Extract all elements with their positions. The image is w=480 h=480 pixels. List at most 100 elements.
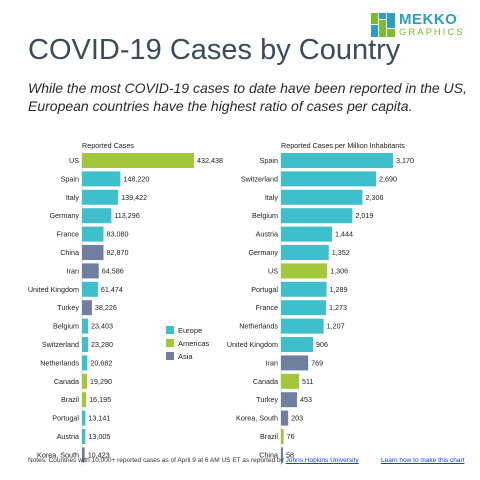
cases-per-million-value-label: 76	[287, 432, 295, 441]
cases-per-million-value-label: 1,289	[330, 285, 348, 294]
reported-cases-value-label: 82,870	[106, 248, 128, 257]
cases-per-million-value-label: 2,019	[355, 211, 373, 220]
reported-cases-category-label: Canada	[54, 377, 79, 386]
reported-cases-value-label: 10,423	[88, 450, 110, 459]
cases-per-million-bar	[281, 208, 353, 224]
cases-per-million-value-label: 1,207	[327, 322, 345, 331]
cases-per-million-value-label: 511	[302, 377, 313, 386]
reported-cases-category-label: China	[60, 248, 79, 257]
legend-label-europe: Europe	[178, 326, 202, 335]
reported-cases-bar	[82, 263, 99, 279]
mekko-graphics-logo: MEKKO GRAPHICS	[371, 12, 465, 38]
reported-cases-value-label: 113,296	[114, 211, 139, 220]
reported-cases-bar	[82, 153, 194, 168]
cases-per-million-value-label: 906	[316, 340, 328, 349]
cases-per-million-value-label: 1,352	[332, 248, 350, 257]
reported-cases-value-label: 148,220	[123, 174, 149, 183]
cases-per-million-category-label: France	[256, 303, 278, 312]
learn-how-link[interactable]: Learn how to make this chart	[381, 457, 465, 464]
cases-per-million-bar	[281, 318, 324, 334]
reported-cases-bar	[82, 337, 89, 352]
reported-cases-bar	[82, 281, 98, 297]
reported-cases-category-label: Brazil	[61, 395, 79, 404]
cases-per-million-value-label: 58	[286, 450, 294, 459]
reported-cases-value-label: 23,403	[91, 322, 113, 331]
source-link[interactable]: Johns Hopkins University	[285, 457, 359, 464]
reported-cases-value-label: 64,586	[102, 266, 124, 275]
reported-cases-value-label: 23,280	[91, 340, 113, 349]
reported-cases-category-label: Austria	[57, 432, 79, 441]
reported-cases-category-label: Netherlands	[40, 358, 79, 367]
cases-per-million-category-label: United Kingdom	[227, 340, 278, 349]
cases-per-million-bar	[281, 189, 363, 205]
cases-per-million-bar	[281, 447, 284, 463]
reported-cases-value-label: 13,005	[88, 432, 110, 441]
cases-per-million-category-label: Switzerland	[241, 174, 278, 183]
cases-per-million-category-label: US	[268, 266, 278, 275]
cases-per-million-bar	[281, 337, 314, 352]
reported-cases-value-label: 16,195	[89, 395, 111, 404]
reported-cases-category-label: Italy	[66, 193, 80, 202]
cases-per-million-category-label: Netherlands	[239, 322, 278, 331]
cases-per-million-value-label: 769	[311, 358, 323, 367]
cases-per-million-bar	[281, 392, 298, 408]
page-title: COVID-19 Cases by Country	[28, 34, 401, 66]
footer-note-text: Notes: Countries with 10,000+ reported c…	[28, 457, 286, 464]
reported-cases-value-label: 20,682	[90, 358, 112, 367]
reported-cases-category-label: Portugal	[52, 414, 79, 423]
reported-cases-bar	[82, 392, 87, 408]
reported-cases-bar	[82, 447, 85, 463]
cases-per-million-bar	[281, 281, 327, 297]
reported-cases-bar	[82, 429, 86, 444]
cases-per-million-bar	[281, 355, 309, 371]
cases-per-million-value-label: 1,444	[335, 230, 353, 239]
reported-cases-value-label: 139,422	[121, 193, 147, 202]
reported-cases-chart-title: Reported Cases	[82, 141, 134, 150]
cases-per-million-bar	[281, 263, 328, 279]
reported-cases-category-label: Spain	[61, 174, 79, 183]
cases-per-million-category-label: Korea, South	[236, 414, 278, 423]
reported-cases-bar	[82, 171, 121, 187]
footer-note: Notes: Countries with 10,000+ reported c…	[28, 457, 359, 464]
reported-cases-category-label: France	[57, 230, 79, 239]
reported-cases-bar	[82, 245, 104, 260]
reported-cases-category-label: US	[69, 156, 79, 165]
cases-per-million-chart-title: Reported Cases per Million Inhabitants	[281, 141, 405, 150]
cases-per-million-value-label: 1,273	[329, 303, 347, 312]
reported-cases-category-label: United Kingdom	[28, 285, 79, 294]
legend-swatch-americas	[166, 339, 174, 347]
reported-cases-bar	[82, 300, 92, 316]
cases-per-million-bar	[281, 429, 284, 444]
cases-per-million-bar	[281, 300, 326, 316]
reported-cases-bar	[82, 373, 87, 389]
reported-cases-value-label: 13,141	[88, 414, 110, 423]
reported-cases-category-label: Germany	[49, 211, 79, 220]
reported-cases-bar	[82, 410, 86, 426]
reported-cases-value-label: 38,226	[95, 303, 117, 312]
cases-per-million-category-label: Belgium	[252, 211, 278, 220]
reported-cases-bar	[82, 318, 89, 334]
legend-label-asia: Asia	[178, 352, 193, 361]
cases-per-million-value-label: 2,306	[365, 193, 383, 202]
cases-per-million-category-label: Canada	[253, 377, 278, 386]
cases-per-million-bar	[281, 245, 329, 260]
reported-cases-category-label: Korea, South	[37, 450, 79, 459]
reported-cases-category-label: Belgium	[53, 322, 79, 331]
cases-per-million-value-label: 2,690	[379, 174, 397, 183]
cases-per-million-bar	[281, 153, 393, 168]
cases-per-million-value-label: 453	[300, 395, 312, 404]
cases-per-million-category-label: Portugal	[251, 285, 278, 294]
reported-cases-value-label: 83,080	[107, 230, 129, 239]
reported-cases-category-label: Switzerland	[42, 340, 79, 349]
cases-per-million-value-label: 203	[291, 414, 303, 423]
reported-cases-value-label: 432,438	[197, 156, 223, 165]
reported-cases-bar	[82, 355, 88, 371]
cases-per-million-value-label: 1,306	[330, 266, 348, 275]
cases-per-million-category-label: Turkey	[256, 395, 278, 404]
reported-cases-category-label: Turkey	[57, 303, 79, 312]
legend-swatch-europe	[166, 326, 174, 334]
logo-mark-icon	[371, 12, 395, 37]
cases-per-million-category-label: Iran	[266, 358, 278, 367]
reported-cases-value-label: 61,474	[101, 285, 123, 294]
